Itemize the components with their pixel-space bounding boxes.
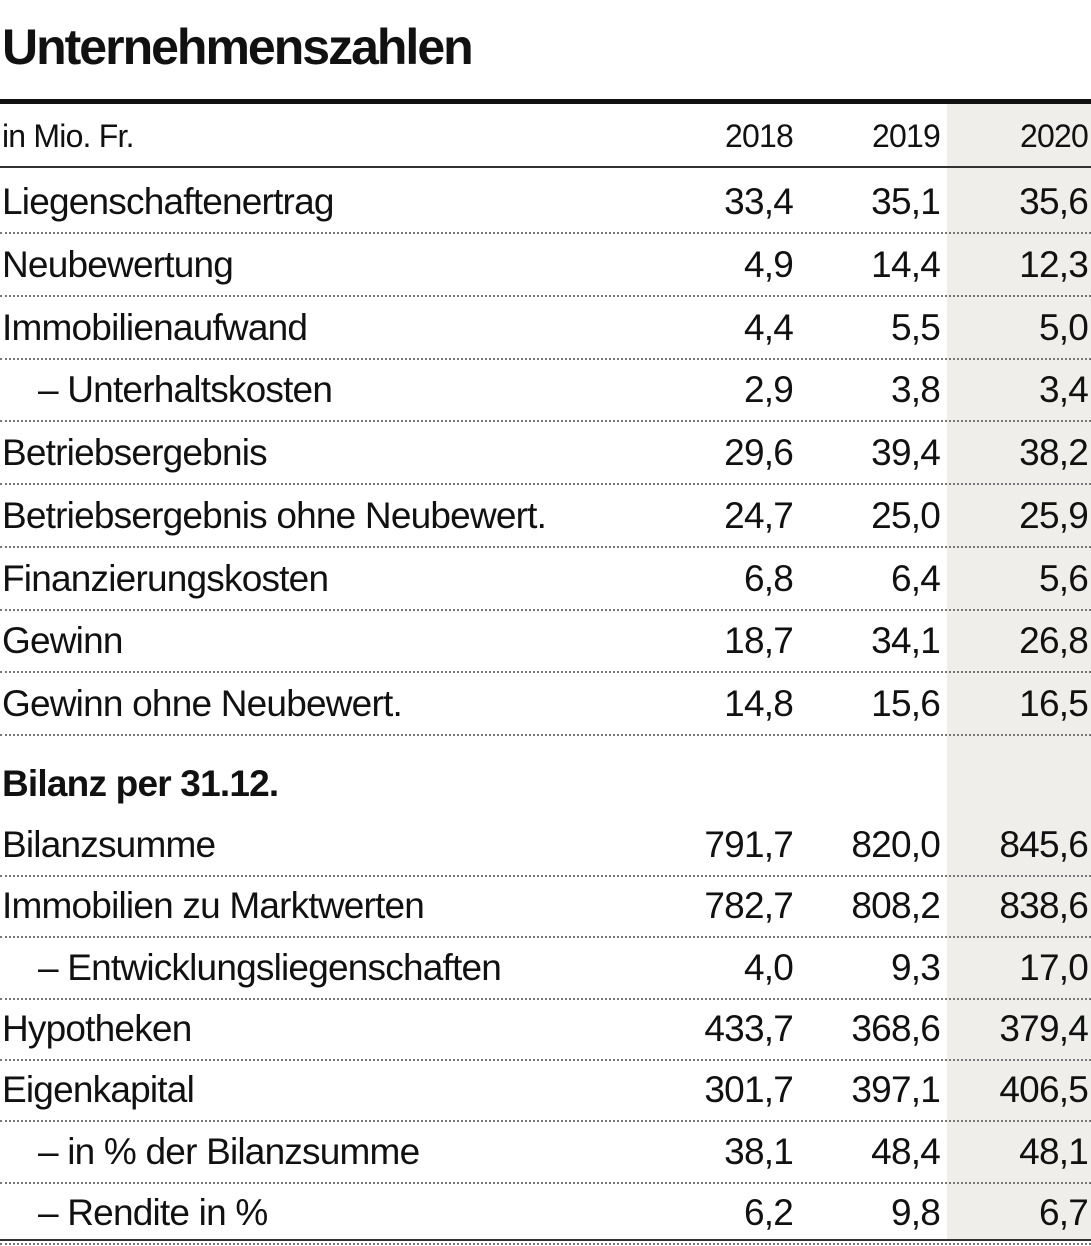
cell-value: 406,5 bbox=[999, 1069, 1088, 1111]
title: Unternehmenszahlen bbox=[2, 19, 474, 75]
cell-value: 368,6 bbox=[851, 1007, 940, 1049]
cell-value: 26,8 bbox=[1019, 620, 1089, 662]
row-label: Immobilienaufwand bbox=[2, 306, 308, 348]
row-label: – Entwicklungsliegenschaften bbox=[38, 946, 502, 988]
row-label: – in % der Bilanzsumme bbox=[38, 1130, 420, 1172]
cell-value: 820,0 bbox=[851, 824, 940, 865]
table-row: Betriebsergebnis 29,6 39,4 38,2 bbox=[0, 423, 1091, 485]
cell-value: 25,0 bbox=[871, 494, 941, 536]
cell-value: 29,6 bbox=[724, 432, 794, 473]
row-label: Finanzierungskosten bbox=[2, 557, 329, 599]
cell-value: 301,7 bbox=[704, 1069, 793, 1111]
rule bbox=[0, 1239, 1091, 1241]
cell-value: 3,4 bbox=[1038, 369, 1089, 411]
cell-value: 48,4 bbox=[871, 1130, 941, 1172]
rule bbox=[0, 99, 1091, 104]
cell-value: 379,4 bbox=[999, 1007, 1088, 1049]
year: 2018 bbox=[725, 118, 794, 154]
cell-value: 5,6 bbox=[1038, 557, 1089, 599]
cell-value: 38,2 bbox=[1019, 432, 1089, 473]
section-row: Bilanz per 31.12. bbox=[0, 754, 1091, 816]
cell-value: 397,1 bbox=[851, 1069, 940, 1111]
cell-value: 35,1 bbox=[871, 181, 941, 222]
cell-value: 25,9 bbox=[1019, 494, 1089, 536]
row-label: Eigenkapital bbox=[2, 1069, 195, 1111]
unit: in Mio. Fr. bbox=[2, 118, 134, 154]
table-row: – Unterhaltskosten 2,9 3,8 3,4 bbox=[0, 360, 1091, 423]
row-label: Liegenschaftenertrag bbox=[2, 181, 334, 222]
cell-value: 791,7 bbox=[704, 824, 793, 865]
row-label: Hypotheken bbox=[2, 1007, 192, 1049]
cell-value: 2,9 bbox=[743, 369, 794, 411]
table-row: Bilanzsumme 791,7 820,0 845,6 bbox=[0, 815, 1091, 877]
cell-value: 33,4 bbox=[724, 181, 794, 222]
cell-value: 24,7 bbox=[724, 494, 794, 536]
table-row: Gewinn 18,7 34,1 26,8 bbox=[0, 611, 1091, 674]
cell-value: 5,5 bbox=[890, 306, 941, 348]
table-row: Liegenschaftenertrag 33,4 35,1 35,6 bbox=[0, 172, 1091, 234]
cell-value: 6,4 bbox=[890, 557, 941, 599]
cell-value: 35,6 bbox=[1019, 181, 1089, 222]
year: 2019 bbox=[872, 118, 941, 154]
table-row: Eigenkapital 301,7 397,1 406,5 bbox=[0, 1060, 1091, 1123]
cell-value: 3,8 bbox=[890, 369, 941, 411]
table-row: – Rendite in % 6,2 9,8 6,7 bbox=[0, 1183, 1091, 1245]
cell-value: 18,7 bbox=[724, 620, 794, 662]
row-label: Betriebsergebnis bbox=[2, 432, 268, 473]
cell-value: 5,0 bbox=[1038, 306, 1089, 348]
table-row: Hypotheken 433,7 368,6 379,4 bbox=[0, 999, 1091, 1061]
cell-value: 14,4 bbox=[871, 243, 941, 285]
row-label: – Rendite in % bbox=[38, 1191, 268, 1233]
cell-value: 4,9 bbox=[743, 243, 794, 285]
section-title: Bilanz per 31.12. bbox=[2, 763, 279, 804]
header-row: in Mio. Fr. 2018 2019 2020 bbox=[0, 106, 1091, 168]
row-label: – Unterhaltskosten bbox=[38, 369, 333, 411]
table-row: Betriebsergebnis ohne Neubewert. 24,7 25,0… bbox=[0, 486, 1091, 548]
cell-value: 9,8 bbox=[890, 1191, 941, 1233]
table-row: Neubewertung 4,9 14,4 12,3 bbox=[0, 235, 1091, 297]
row-label: Gewinn bbox=[2, 620, 123, 662]
cell-value: 15,6 bbox=[871, 683, 941, 724]
cell-value: 4,0 bbox=[743, 946, 794, 988]
row-label: Gewinn ohne Neubewert. bbox=[2, 683, 403, 724]
cell-value: 782,7 bbox=[704, 885, 793, 927]
cell-value: 4,4 bbox=[743, 306, 794, 348]
cell-value: 6,8 bbox=[743, 557, 794, 599]
table-row: – in % der Bilanzsumme 38,1 48,4 48,1 bbox=[0, 1122, 1091, 1184]
row-label: Neubewertung bbox=[2, 243, 234, 285]
row-label: Immobilien zu Marktwerten bbox=[2, 885, 425, 927]
cell-value: 48,1 bbox=[1019, 1130, 1089, 1172]
cell-value: 12,3 bbox=[1019, 243, 1089, 285]
cell-value: 6,7 bbox=[1038, 1191, 1089, 1233]
table-row: Immobilien zu Marktwerten 782,7 808,2 838,6 bbox=[0, 876, 1091, 939]
cell-value: 38,1 bbox=[724, 1130, 794, 1172]
cell-value: 6,2 bbox=[743, 1191, 794, 1233]
cell-value: 9,3 bbox=[890, 946, 941, 988]
cell-value: 433,7 bbox=[704, 1007, 793, 1049]
row-label: Bilanzsumme bbox=[2, 824, 216, 865]
year: 2020 bbox=[1020, 118, 1089, 154]
cell-value: 808,2 bbox=[851, 885, 940, 927]
table-row: Gewinn ohne Neubewert. 14,8 15,6 16,5 bbox=[0, 674, 1091, 736]
cell-value: 39,4 bbox=[871, 432, 941, 473]
row-label: Betriebsergebnis ohne Neubewert. bbox=[2, 494, 547, 536]
cell-value: 845,6 bbox=[999, 824, 1088, 865]
cell-value: 17,0 bbox=[1019, 946, 1089, 988]
table-row: Finanzierungskosten 6,8 6,4 5,6 bbox=[0, 549, 1091, 611]
cell-value: 16,5 bbox=[1019, 683, 1089, 724]
cell-value: 838,6 bbox=[999, 885, 1088, 927]
cell-value: 34,1 bbox=[871, 620, 941, 662]
cell-value: 14,8 bbox=[724, 683, 794, 724]
table-row: Immobilienaufwand 4,4 5,5 5,0 bbox=[0, 298, 1091, 360]
table-row: – Entwicklungsliegenschaften 4,0 9,3 17,0 bbox=[0, 938, 1091, 1000]
